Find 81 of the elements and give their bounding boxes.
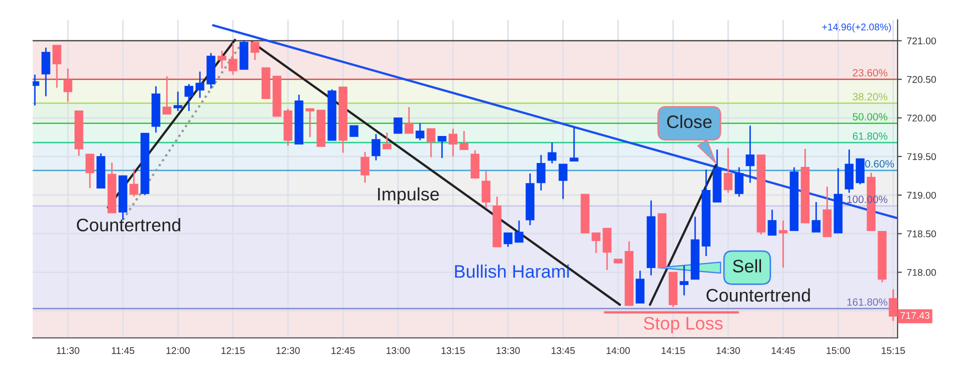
annotation: 23.60% <box>852 69 888 76</box>
annotation: 717.43 <box>900 312 930 319</box>
x-tick-label: 14:15 <box>662 347 685 354</box>
y-tick-label: 721.00 <box>907 37 936 44</box>
candlestick <box>548 142 556 164</box>
candlestick <box>602 228 612 271</box>
candlestick <box>350 125 358 137</box>
x-tick-label: 13:45 <box>552 347 575 354</box>
candlestick <box>416 122 424 141</box>
y-tick-label: 718.00 <box>907 269 936 276</box>
annotation: 38.20% <box>852 93 888 100</box>
candlestick <box>372 133 380 162</box>
annotation: Bullish Harami <box>455 264 569 278</box>
candlestick <box>250 42 260 61</box>
candlestick <box>130 168 138 198</box>
y-tick-label: 719.00 <box>907 192 936 199</box>
candlestick <box>558 164 568 200</box>
candlestick <box>482 170 490 209</box>
annotation: 50.00% <box>852 113 888 120</box>
annotation: Impulse <box>378 187 439 204</box>
annotation: Stop Loss <box>644 316 723 334</box>
x-tick-label: 12:45 <box>332 347 355 354</box>
candlestick <box>460 130 468 150</box>
x-tick-label: 15:00 <box>826 347 850 354</box>
x-tick-label: 12:15 <box>222 347 245 354</box>
annotation: Close <box>667 114 712 128</box>
candlestick <box>306 108 314 138</box>
candlestick <box>680 264 688 296</box>
candlestick <box>592 232 600 254</box>
candlestick <box>812 201 821 233</box>
x-tick-label: 14:30 <box>716 347 740 354</box>
candlestick <box>41 46 50 97</box>
candlestick <box>360 151 370 184</box>
candlestick <box>404 106 414 134</box>
x-tick-label: 11:30 <box>56 347 80 354</box>
candlestick <box>86 153 94 189</box>
candlestick <box>570 126 578 162</box>
y-tick-label: 719.50 <box>907 153 936 160</box>
candlestick <box>218 50 226 70</box>
candlestick <box>426 128 436 158</box>
annotation: +14.96(+2.08%) <box>822 23 891 32</box>
candlestick <box>184 83 194 112</box>
candlestick <box>504 232 512 248</box>
candlestick <box>438 136 446 159</box>
candlestick <box>746 124 755 184</box>
annotation: Countertrend <box>76 218 180 232</box>
x-tick-label: 12:30 <box>276 347 300 354</box>
candlestick <box>64 68 72 102</box>
x-tick-label: 15:15 <box>882 347 905 354</box>
candlestick <box>162 76 172 115</box>
candlestick <box>856 158 865 185</box>
candlestick <box>514 220 524 243</box>
candlestick <box>734 166 744 198</box>
candlestick <box>536 154 546 192</box>
candlestick <box>768 209 777 236</box>
candlestick <box>196 70 204 99</box>
annotation: 0.60% <box>865 160 894 168</box>
candlestick <box>382 132 392 150</box>
x-tick-label: 13:00 <box>386 347 410 354</box>
annotation: 161.80% <box>847 298 888 306</box>
y-tick-label: 720.50 <box>907 76 936 83</box>
candlestick <box>228 42 238 76</box>
annotation: Sell <box>732 259 762 272</box>
y-tick-label: 718.50 <box>907 230 936 238</box>
candlestick <box>470 150 480 179</box>
candlestick <box>636 270 644 304</box>
candlestick <box>394 117 402 134</box>
annotation: 61.80% <box>852 132 888 140</box>
candlestick <box>174 90 182 112</box>
candlestick <box>52 44 62 88</box>
candlestick <box>724 147 732 194</box>
x-tick-label: 14:45 <box>772 347 795 354</box>
x-tick-label: 12:00 <box>166 347 190 354</box>
candlestick <box>778 220 788 268</box>
y-tick-label: 720.00 <box>907 114 936 122</box>
x-tick-label: 11:45 <box>112 347 134 354</box>
x-tick-label: 13:30 <box>496 347 520 354</box>
x-tick-label: 13:15 <box>442 347 465 354</box>
candlestick <box>448 128 458 158</box>
annotation: Countertrend <box>706 288 810 302</box>
x-tick-label: 14:00 <box>606 347 630 354</box>
